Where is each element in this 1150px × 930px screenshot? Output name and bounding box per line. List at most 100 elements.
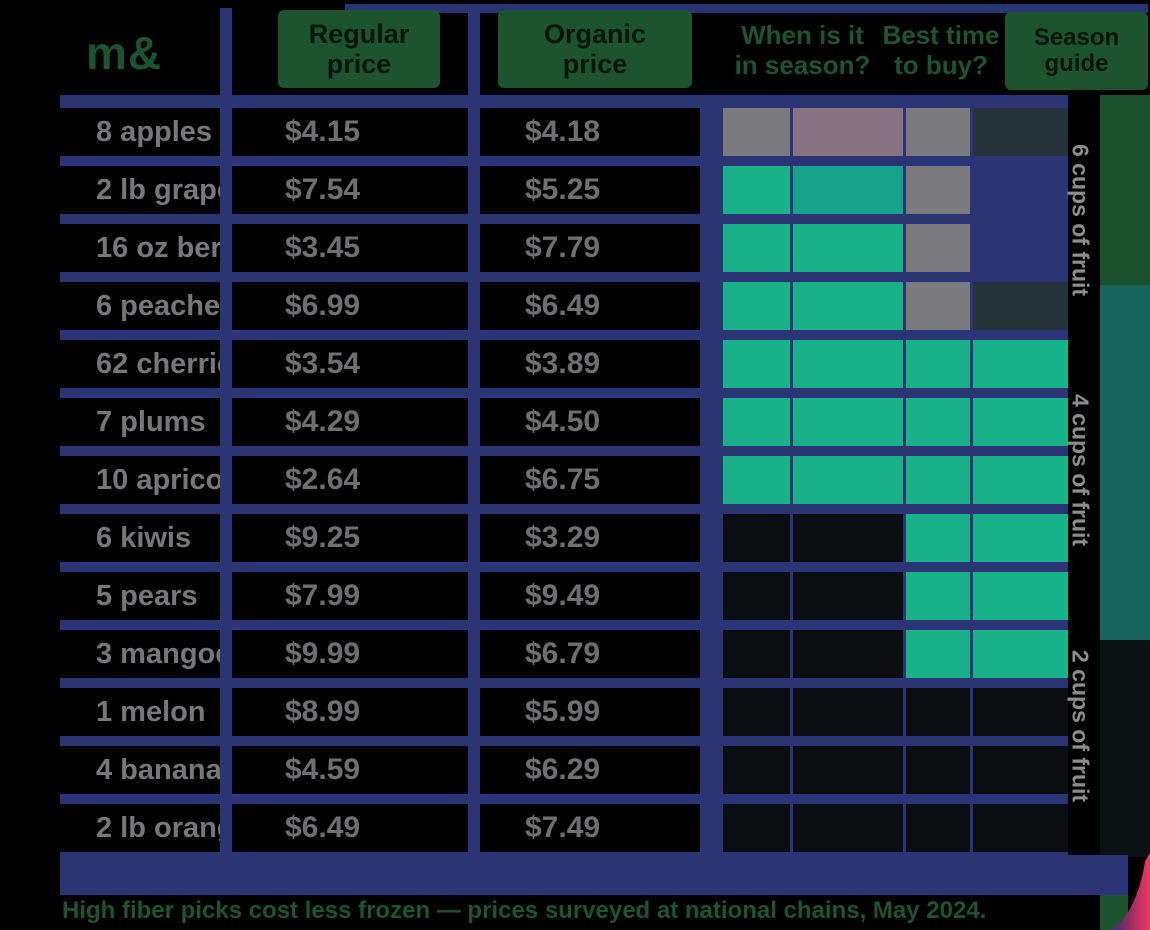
organic-price-value: $4.50 [480, 398, 700, 446]
organic-price-value: $6.49 [480, 282, 700, 330]
table-row: 4 bananas $4.59 $6.29 [60, 746, 1068, 794]
column-divider [468, 8, 480, 96]
regular-price-value: $3.45 [232, 224, 468, 272]
season-cell-4 [973, 514, 1068, 562]
grid-gap [468, 166, 480, 214]
season-cell-2 [793, 572, 903, 620]
season-cell-1 [723, 108, 790, 156]
organic-price-value: $6.29 [480, 746, 700, 794]
season-cell-3 [906, 630, 970, 678]
season-cell-2 [793, 630, 903, 678]
item-label: 4 bananas [60, 746, 220, 794]
season-group-right-line1: Best time [882, 20, 1000, 51]
season-guide-line1: Season [1033, 23, 1120, 51]
grid-gap [220, 746, 232, 794]
season-cell-1 [723, 166, 790, 214]
regular-price-value: $6.49 [232, 804, 468, 852]
rail-segment-2 [1100, 285, 1150, 640]
item-label: 16 oz berries [60, 224, 220, 272]
grid-gap [700, 108, 723, 156]
regular-price-value: $4.29 [232, 398, 468, 446]
season-cell-4 [973, 224, 1068, 272]
season-cell-1 [723, 572, 790, 620]
season-cell-1 [723, 688, 790, 736]
grid-gap [700, 804, 723, 852]
table-row: 5 pears $7.99 $9.49 [60, 572, 1068, 620]
grid-gap [220, 340, 232, 388]
season-cell-3 [906, 456, 970, 504]
table-row: 16 oz berries $3.45 $7.79 [60, 224, 1068, 272]
grid-gap [700, 572, 723, 620]
grid-gap [700, 398, 723, 446]
season-cell-4 [973, 398, 1068, 446]
organic-price-value: $5.25 [480, 166, 700, 214]
regular-price-value: $2.64 [232, 456, 468, 504]
grid-gap [468, 282, 480, 330]
season-cell-2 [793, 166, 903, 214]
season-cell-1 [723, 514, 790, 562]
organic-price-value: $7.49 [480, 804, 700, 852]
price-column-2-header-line1: Organic [543, 18, 647, 49]
grid-gap [468, 572, 480, 620]
season-cell-3 [906, 340, 970, 388]
rail-label-1: 6 cups of fruit [1067, 143, 1094, 297]
item-label: 3 mangoes [60, 630, 220, 678]
season-group-right-line2: to buy? [894, 50, 988, 80]
footer-bar [60, 855, 1100, 895]
organic-price-value: $3.29 [480, 514, 700, 562]
rail-segment-1 [1100, 95, 1150, 285]
item-label: 62 cherries [60, 340, 220, 388]
grid-gap [468, 630, 480, 678]
regular-price-value: $7.54 [232, 166, 468, 214]
season-group-left-header: When is it in season? [700, 14, 905, 88]
table-row: 2 lb oranges $6.49 $7.49 [60, 804, 1068, 852]
grid-gap [468, 398, 480, 446]
table-row: 6 peaches $6.99 $6.49 [60, 282, 1068, 330]
season-cell-1 [723, 804, 790, 852]
regular-price-value: $9.25 [232, 514, 468, 562]
season-cell-3 [906, 224, 970, 272]
regular-price-value: $7.99 [232, 572, 468, 620]
item-label: 2 lb oranges [60, 804, 220, 852]
organic-price-value: $7.79 [480, 224, 700, 272]
corner-navy-block [1100, 855, 1128, 895]
grid-gap [468, 456, 480, 504]
season-cell-3 [906, 398, 970, 446]
grid-gap [220, 630, 232, 678]
season-cell-4 [973, 746, 1068, 794]
organic-price-value: $6.75 [480, 456, 700, 504]
season-cell-2 [793, 224, 903, 272]
season-cell-1 [723, 630, 790, 678]
season-cell-2 [793, 108, 903, 156]
season-cell-4 [973, 166, 1068, 214]
season-cell-4 [973, 340, 1068, 388]
grid-gap [468, 340, 480, 388]
table-row: 10 apricots $2.64 $6.75 [60, 456, 1068, 504]
rail-label-2: 4 cups of fruit [1067, 393, 1094, 547]
organic-price-value: $6.79 [480, 630, 700, 678]
grid-gap [468, 804, 480, 852]
season-cell-4 [973, 688, 1068, 736]
grid-gap [700, 746, 723, 794]
regular-price-value: $4.59 [232, 746, 468, 794]
grid-gap [220, 166, 232, 214]
organic-price-value: $3.89 [480, 340, 700, 388]
season-cell-3 [906, 688, 970, 736]
season-group-right-header: Best time to buy? [882, 14, 1000, 88]
grid-gap [700, 224, 723, 272]
season-group-left-line1: When is it [741, 20, 864, 51]
season-cell-4 [973, 456, 1068, 504]
rail-segment-3 [1100, 640, 1150, 857]
season-cell-4 [973, 630, 1068, 678]
footnote-text: High fiber picks cost less frozen — pric… [62, 897, 987, 924]
grid-gap [220, 108, 232, 156]
season-cell-3 [906, 804, 970, 852]
grid-gap [220, 456, 232, 504]
season-cell-2 [793, 340, 903, 388]
grid-gap [468, 224, 480, 272]
item-label: 6 kiwis [60, 514, 220, 562]
item-label: 5 pears [60, 572, 220, 620]
grid-gap [700, 456, 723, 504]
season-cell-1 [723, 224, 790, 272]
price-column-1-header-line1: Regular [308, 18, 410, 49]
